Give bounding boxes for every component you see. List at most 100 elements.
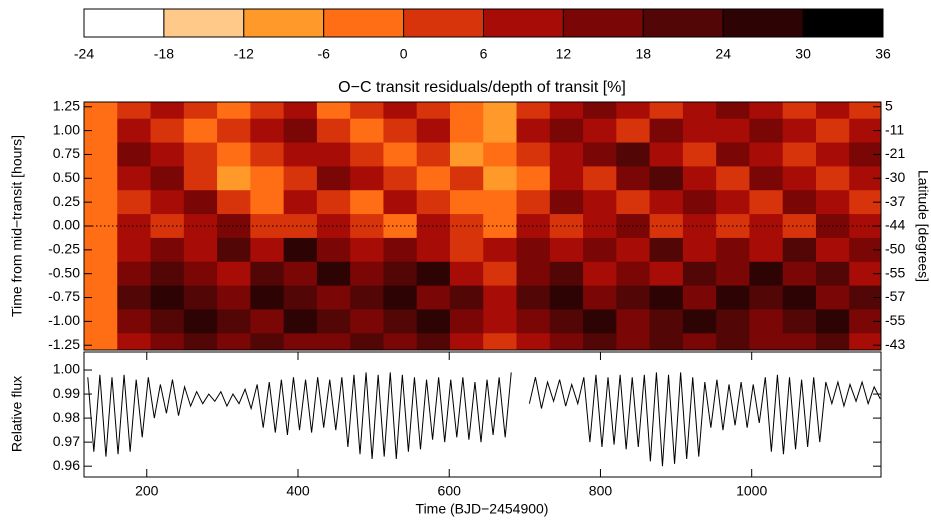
- contour-cell: [716, 285, 751, 311]
- contour-cell: [682, 333, 717, 350]
- contour-cell: [782, 142, 817, 167]
- contour-cell: [616, 309, 651, 334]
- contour-cell: [117, 142, 152, 167]
- contour-cell: [749, 285, 784, 311]
- contour-cell: [815, 190, 850, 215]
- contour-cell: [583, 166, 617, 191]
- contour-cell: [150, 333, 185, 350]
- contour-cell: [283, 118, 318, 144]
- contour-cell: [649, 261, 684, 287]
- contour-cell: [815, 309, 850, 334]
- contour-cell: [250, 309, 285, 334]
- contour-cell: [616, 261, 651, 287]
- contour-cell: [682, 309, 717, 334]
- contour-cell: [217, 237, 251, 263]
- contour-cell: [549, 333, 584, 350]
- contour-cell: [316, 285, 351, 311]
- contour-cell: [782, 102, 817, 120]
- contour-cell: [283, 285, 318, 311]
- contour-cell: [682, 102, 717, 120]
- contour-cell: [449, 285, 484, 311]
- colorbar-tick-label: 12: [556, 46, 572, 62]
- contour-cell: [716, 190, 751, 215]
- contour-cell: [150, 142, 185, 167]
- contour-cell: [782, 166, 817, 191]
- y2-tick-label: -37: [885, 193, 905, 209]
- contour-cell: [350, 142, 385, 167]
- contour-cell: [449, 102, 484, 120]
- y-tick-label: -0.25: [48, 241, 80, 257]
- contour-cell: [449, 118, 484, 144]
- contour-cell: [350, 285, 385, 311]
- contour-cell: [217, 333, 251, 350]
- contour-cell: [516, 102, 551, 120]
- contour-cell: [217, 118, 251, 144]
- contour-cell: [416, 309, 451, 334]
- contour-cell: [250, 102, 285, 120]
- y-tick-label: 1.25: [53, 97, 80, 113]
- contour-cell: [117, 237, 152, 263]
- contour-cell: [749, 102, 784, 120]
- contour-cell: [682, 142, 717, 167]
- contour-cell: [815, 118, 850, 144]
- colorbar-tick-label: -6: [317, 46, 330, 62]
- contour-cell: [316, 237, 351, 263]
- contour-cell: [283, 309, 318, 334]
- contour-cell: [616, 118, 651, 144]
- contour-cell: [549, 261, 584, 287]
- contour-cell: [183, 166, 218, 191]
- contour-cell: [682, 285, 717, 311]
- contour-cell: [283, 166, 318, 191]
- contour-cell: [117, 118, 152, 144]
- contour-cell: [549, 214, 584, 239]
- colorbar-bin: [403, 8, 485, 38]
- y-tick-label: -0.75: [48, 288, 80, 304]
- flux-line: [87, 372, 881, 467]
- contour-cell: [250, 118, 285, 144]
- y-tick-label: 0.96: [53, 457, 80, 473]
- y2-tick-label: -30: [885, 169, 905, 185]
- contour-cell: [516, 285, 551, 311]
- contour-cell: [516, 190, 551, 215]
- contour-cell: [616, 190, 651, 215]
- contour-cell: [516, 309, 551, 334]
- y2-tick-label: -11: [885, 121, 904, 137]
- y-tick-label: 0.75: [53, 145, 80, 161]
- contour-cell: [649, 285, 684, 311]
- contour-cell: [416, 214, 451, 239]
- x-tick-label: 200: [135, 483, 159, 499]
- contour-cell: [782, 118, 817, 144]
- contour-cell: [150, 214, 185, 239]
- x-tick-label: 400: [286, 483, 310, 499]
- colorbar-tick-label: 36: [875, 46, 891, 62]
- contour-cell: [117, 214, 152, 239]
- contour-cell: [416, 142, 451, 167]
- contour-cell: [483, 190, 518, 215]
- colorbar-bin: [243, 8, 325, 38]
- contour-cell: [217, 142, 251, 167]
- contour-cell: [782, 333, 817, 350]
- contour-cell: [682, 118, 717, 144]
- y2-tick-label: -55: [885, 264, 905, 280]
- contour-cell: [549, 285, 584, 311]
- contour-cell: [117, 309, 152, 334]
- contour-cell: [383, 285, 418, 311]
- contour-cell: [682, 190, 717, 215]
- contour-cell: [549, 142, 584, 167]
- contour-cell: [616, 142, 651, 167]
- contour-cell: [217, 166, 251, 191]
- contour-cell: [350, 309, 385, 334]
- y-tick-label: -1.00: [48, 312, 80, 328]
- contour-cell: [815, 285, 850, 311]
- contour-cell: [815, 102, 850, 120]
- x-tick-label: 600: [438, 483, 462, 499]
- colorbar-tick-label: 24: [715, 46, 731, 62]
- contour-cell: [183, 118, 218, 144]
- contour-cell: [616, 285, 651, 311]
- colorbar-bin: [722, 8, 804, 38]
- y2-tick-label: -43: [885, 336, 905, 352]
- contour-cell: [716, 142, 751, 167]
- colorbar-tick-label: 0: [400, 46, 408, 62]
- contour-cell: [316, 102, 351, 120]
